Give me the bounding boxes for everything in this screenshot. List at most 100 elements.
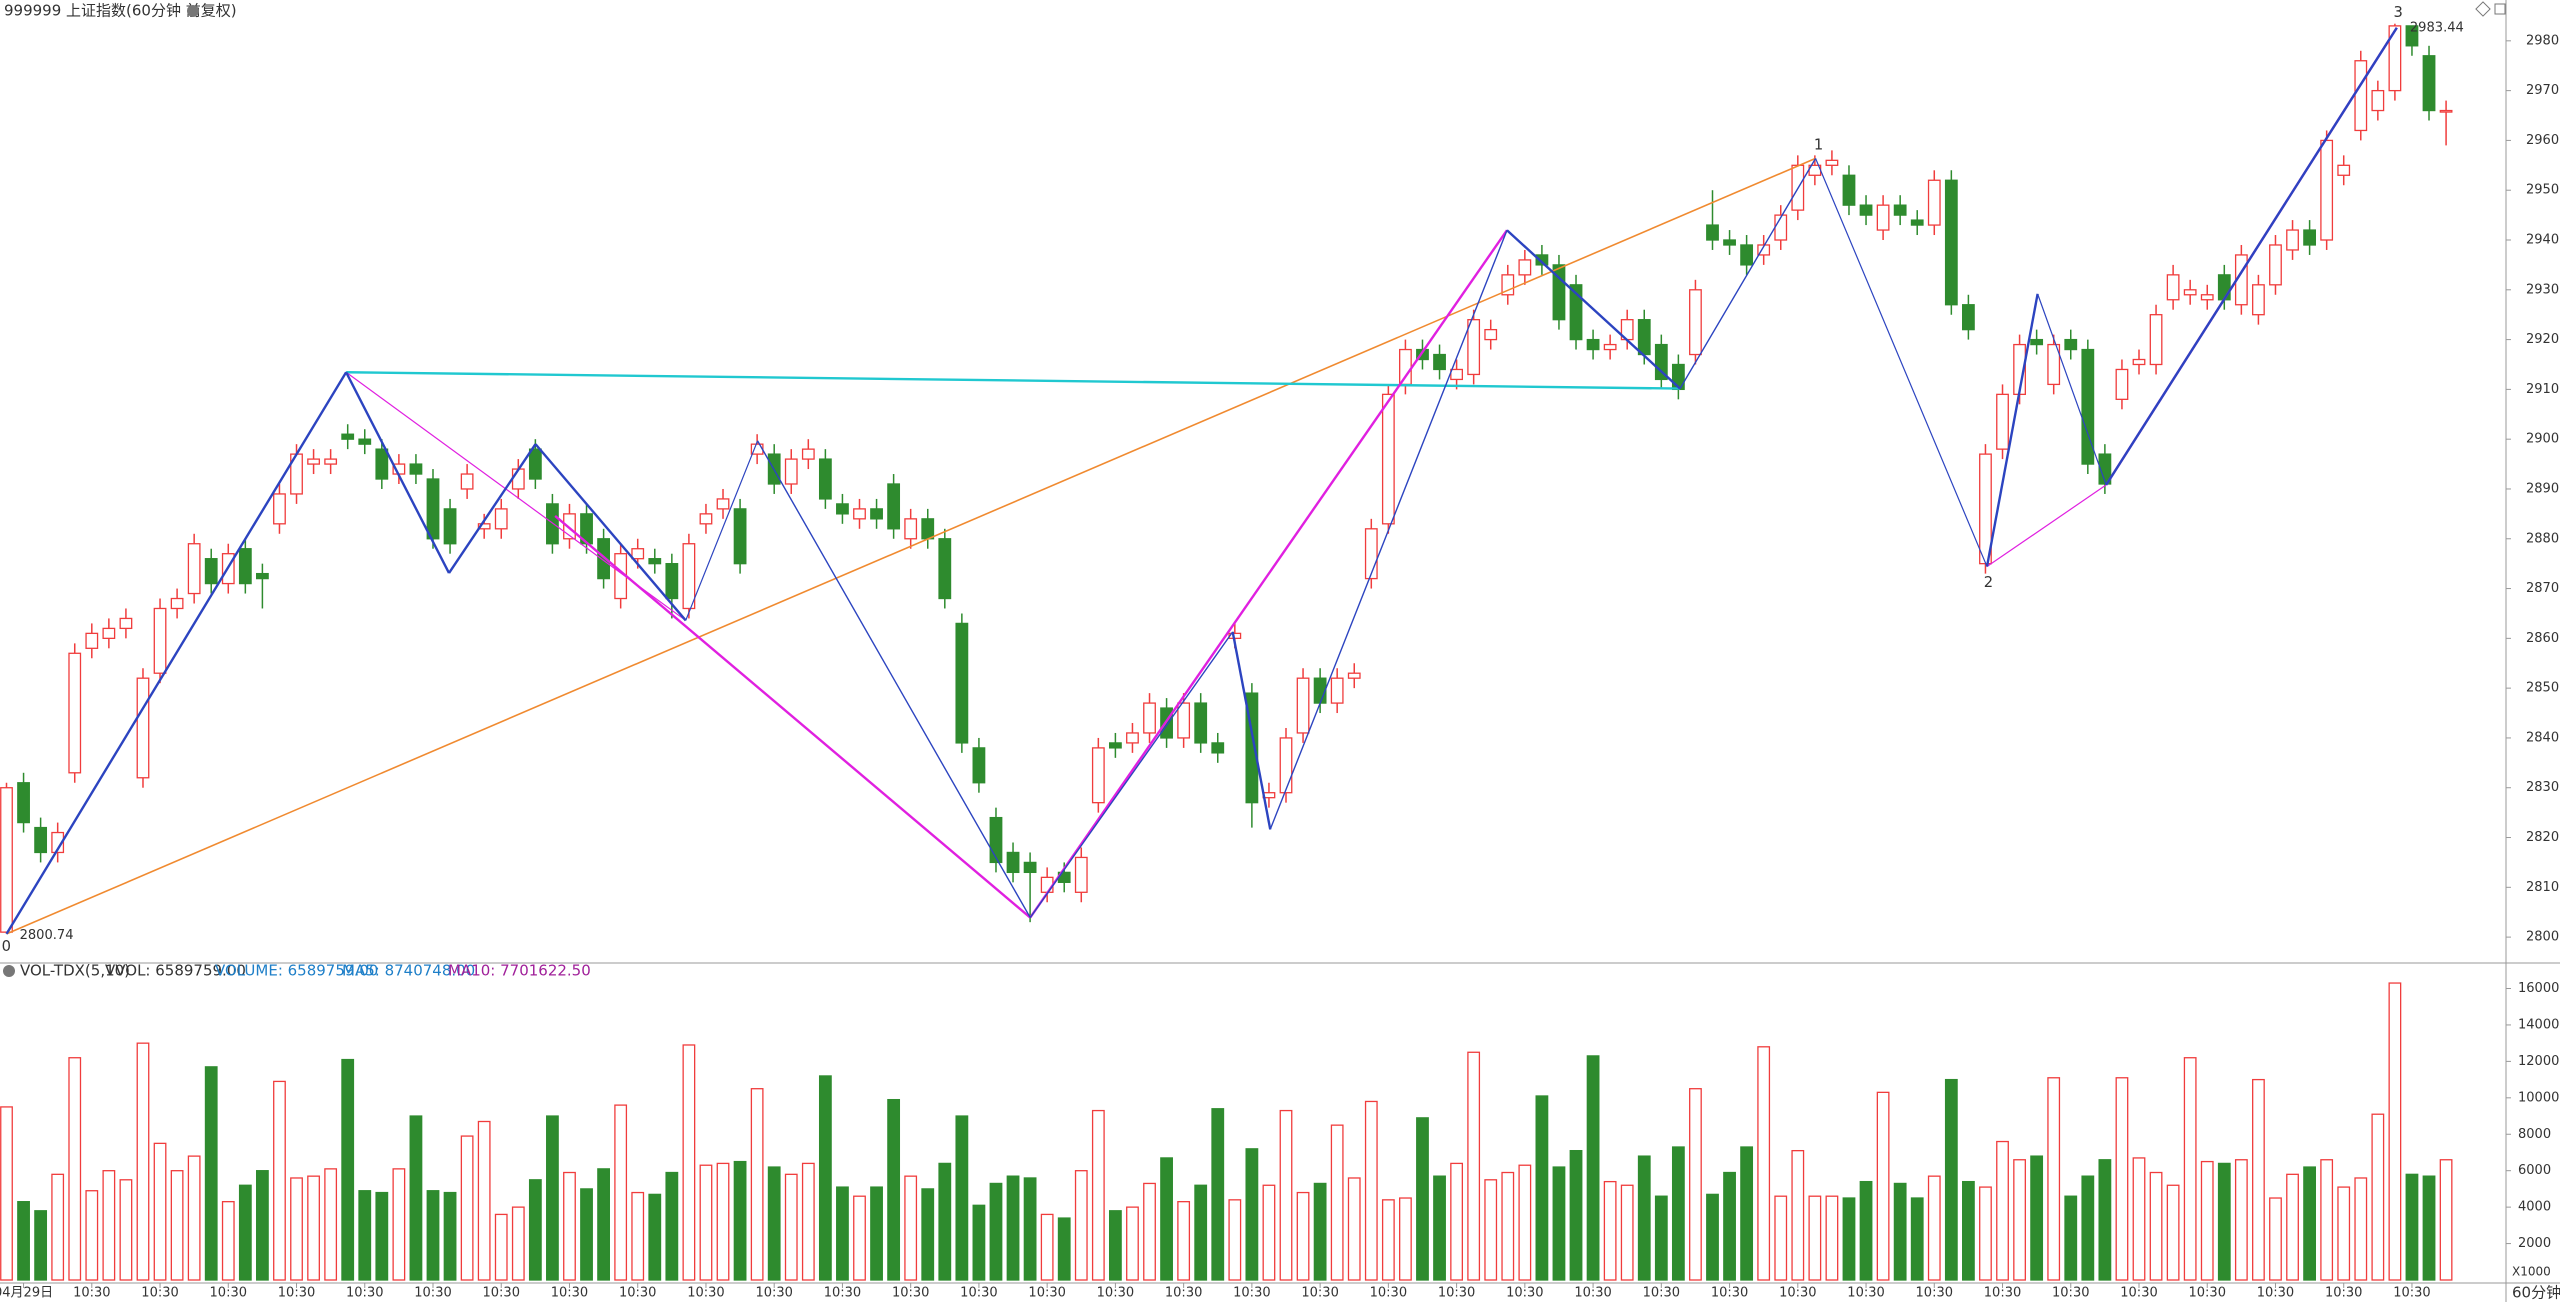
volume-bar (1979, 1186, 1992, 1281)
x-tick-label: 10:30 (687, 1286, 724, 1301)
candle-body (136, 677, 150, 779)
volume-bar (597, 1168, 610, 1281)
volume-bar (546, 1115, 559, 1281)
volume-bar (870, 1186, 883, 1281)
candle-body (1962, 304, 1975, 331)
volume-bar (1313, 1182, 1327, 1281)
candle-body (597, 538, 610, 580)
candle-body (955, 622, 969, 744)
volume-bar (955, 1115, 969, 1281)
candle-body (1501, 274, 1515, 296)
x-tick-label: 10:30 (1847, 1286, 1884, 1301)
volume-bar (1023, 1177, 1037, 1281)
volume-bar (187, 1155, 201, 1281)
candle-body (2303, 229, 2317, 246)
x-tick-label: 10:30 (141, 1286, 178, 1301)
volume-bar (238, 1184, 252, 1281)
candle-body (68, 652, 82, 774)
y-tick-label: 2880 (2526, 531, 2559, 546)
candle-body (1637, 319, 1651, 356)
x-tick-label: 10:30 (346, 1286, 383, 1301)
volume-bar (1535, 1095, 1549, 1281)
candle-body (1347, 672, 1361, 679)
volume-bar (494, 1213, 508, 1281)
x-tick-label: 10:30 (210, 1286, 247, 1301)
volume-bar (887, 1098, 901, 1281)
candle-body (2422, 55, 2436, 112)
y-tick-label: 2900 (2526, 432, 2559, 447)
x-tick-label: 10:30 (1438, 1286, 1475, 1301)
volume-bar (392, 1168, 406, 1281)
candle-body (1023, 861, 1037, 874)
x-tick-label: 10:30 (619, 1286, 656, 1301)
candle-body (1040, 876, 1054, 893)
volume-bar (102, 1170, 116, 1281)
candle-body (426, 478, 440, 540)
volume-bar (2234, 1159, 2248, 1281)
candle-body (409, 463, 423, 475)
candle-body (324, 458, 338, 465)
volume-tick-label: 14000 (2518, 1017, 2559, 1032)
volume-bar (2081, 1175, 2095, 1281)
wave-line (1680, 158, 1816, 388)
candle-body (1893, 204, 1907, 216)
candle-body (187, 543, 201, 595)
volume-bar (750, 1088, 764, 1281)
x-tick-label: 10:30 (1779, 1286, 1816, 1301)
volume-bar (1774, 1195, 1788, 1281)
volume-bar (136, 1042, 150, 1281)
candle-body (2217, 274, 2231, 301)
toolbar-icon[interactable] (2475, 1, 2491, 17)
volume-bar (409, 1115, 423, 1281)
candle-body (1433, 353, 1446, 371)
volume-bar (1723, 1171, 1736, 1281)
volume-bar (767, 1166, 781, 1281)
volume-bar (68, 1057, 82, 1281)
volume-bar (375, 1191, 389, 1281)
volume-bar (1126, 1206, 1139, 1281)
volume-bar (1211, 1108, 1225, 1281)
volume-bar (1467, 1051, 1481, 1281)
toolbar-icon[interactable] (2494, 3, 2506, 15)
y-tick-label: 2860 (2526, 631, 2559, 646)
volume-bar (2422, 1175, 2436, 1281)
candle-body (2132, 358, 2146, 366)
candle-body (836, 503, 849, 515)
volume-bar (1962, 1180, 1975, 1281)
volume-bar (1808, 1195, 1822, 1281)
candle-body (1109, 742, 1122, 749)
candle-body (2183, 289, 2197, 296)
candle-body (358, 438, 372, 445)
candle-body (1126, 732, 1139, 744)
trend-line (346, 372, 1680, 388)
candle-body (2337, 164, 2351, 176)
candle-body (375, 448, 389, 480)
volume-bar (2286, 1173, 2299, 1281)
volume-bar (1057, 1217, 1071, 1281)
volume-bar (2320, 1159, 2334, 1281)
candle-body (1467, 319, 1481, 376)
candle-body (2269, 244, 2282, 286)
volume-menu-icon[interactable] (3, 965, 15, 977)
candle-body (1364, 528, 1378, 580)
candle-body (1552, 264, 1566, 321)
candle-body (1740, 244, 1754, 266)
candle-body (153, 607, 167, 674)
wave-line (346, 372, 449, 573)
candle-body (102, 627, 116, 639)
volume-bar (2013, 1159, 2026, 1281)
trend-line (1030, 230, 1507, 917)
candle-body (1484, 328, 1498, 341)
volume-bar (1996, 1140, 2009, 1281)
wave-line (536, 444, 686, 620)
volume-bar (1859, 1180, 1873, 1281)
title-menu-icon[interactable] (187, 5, 199, 17)
volume-tick-label: 12000 (2518, 1054, 2559, 1069)
candle-body (784, 458, 798, 485)
candle-body (1927, 179, 1941, 226)
x-tick-label: 10:30 (2189, 1286, 2226, 1301)
candle-body (1399, 348, 1412, 386)
x-tick-label: 10:30 (1574, 1286, 1611, 1301)
